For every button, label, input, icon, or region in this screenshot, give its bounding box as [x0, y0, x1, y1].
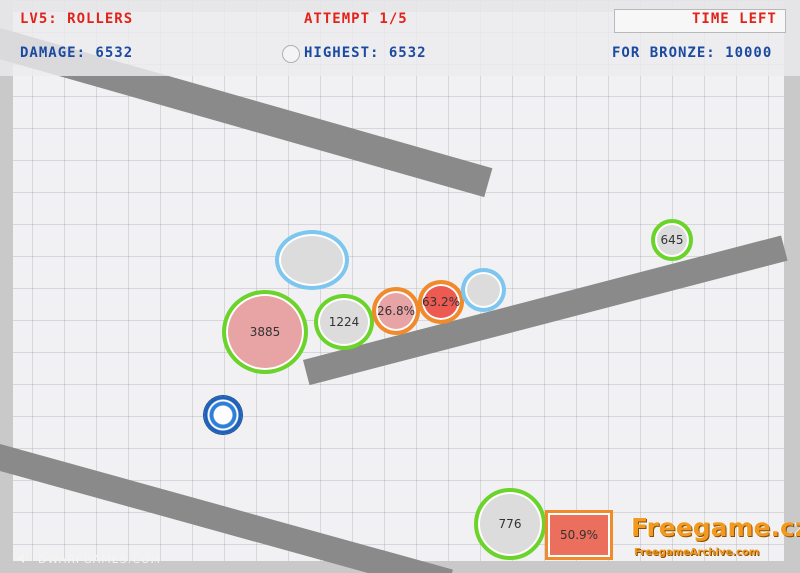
ball-645[interactable]: 645: [651, 219, 693, 261]
time-left-label: TIME LEFT: [692, 11, 777, 27]
publisher-footer[interactable]: DWARFGAMES.COM: [16, 552, 161, 567]
ball-3885[interactable]: 3885: [222, 290, 308, 374]
speaker-icon[interactable]: [16, 552, 30, 567]
time-left-box: [614, 9, 786, 33]
ball-1224[interactable]: 1224: [314, 294, 374, 350]
box-50-9[interactable]: 50.9%: [545, 510, 613, 560]
publisher-link[interactable]: DWARFGAMES.COM: [38, 553, 162, 566]
ball-63-2[interactable]: 63.2%: [418, 280, 464, 324]
frame-right: [784, 0, 800, 573]
bronze-target-label: FOR BRONZE: 10000: [612, 45, 773, 61]
watermark-sub: FreegameArchive.com: [634, 547, 760, 558]
watermark-main: Freegame.cz: [631, 513, 800, 542]
highest-label: HIGHEST: 6532: [304, 45, 427, 61]
level-label: LV5: ROLLERS: [20, 11, 134, 27]
highest-indicator-icon: [282, 45, 300, 63]
ball-blue-small[interactable]: [461, 268, 506, 312]
attempt-label: ATTEMPT 1/5: [304, 11, 408, 27]
ball-blue-large[interactable]: [275, 230, 349, 290]
ball-776[interactable]: 776: [474, 488, 546, 560]
hud-panel: LV5: ROLLERS ATTEMPT 1/5 TIME LEFT DAMAG…: [0, 0, 800, 76]
frame-left: [0, 0, 13, 573]
ball-26-8[interactable]: 26.8%: [372, 287, 420, 335]
damage-label: DAMAGE: 6532: [20, 45, 134, 61]
player-ball[interactable]: [204, 396, 242, 434]
